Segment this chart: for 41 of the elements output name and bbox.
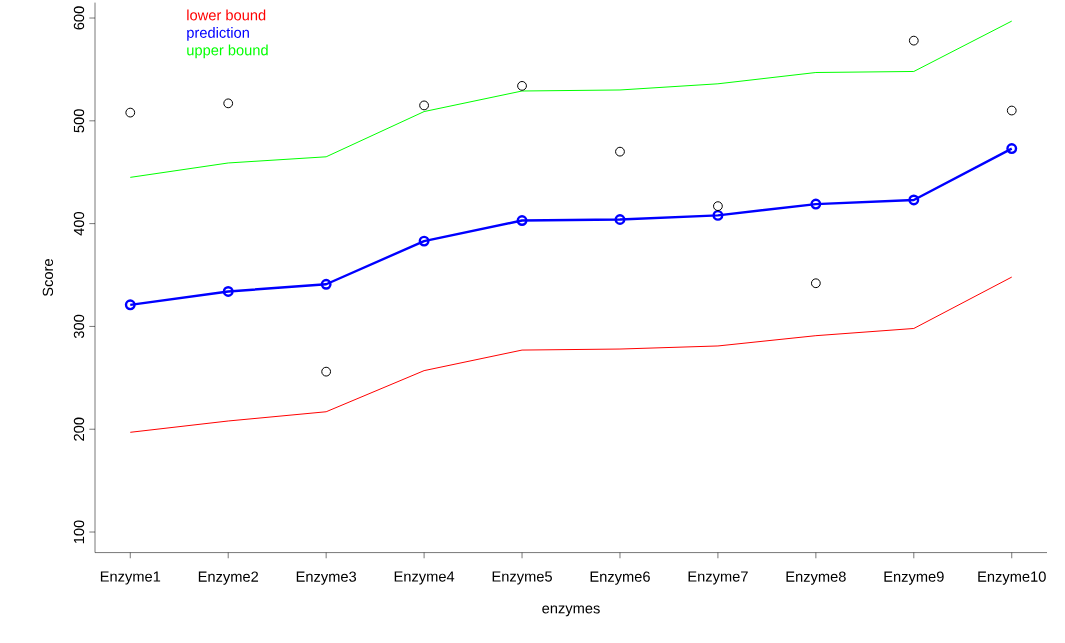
text: lower bound [187,9,266,21]
point [223,98,234,109]
point [222,286,234,297]
point [908,194,920,206]
x-tick-label: Enzyme9 [884,571,944,585]
line-series [129,20,1013,178]
point [516,215,528,226]
x-tick-label: Enzyme4 [394,571,455,585]
x-tick-label: Enzyme7 [688,571,748,585]
point [418,235,430,247]
text: prediction [187,27,249,41]
point [810,278,821,289]
y-axis-title: Score [42,259,54,297]
y-tick-label: 500 [73,109,85,133]
point [810,198,822,210]
y-tick-label: 100 [73,520,85,544]
point [1006,105,1017,116]
point [419,100,429,111]
text: upper bound [187,44,268,59]
point [712,209,724,221]
x-tick-label: Enzyme3 [296,571,357,585]
point [908,35,919,46]
point [320,278,332,290]
point [125,107,136,118]
point [517,80,527,91]
point [615,146,625,157]
line-series [129,276,1013,433]
x-tick-label: Enzyme8 [786,571,846,585]
y-tick-label: 200 [73,417,85,441]
point [614,214,626,225]
point [713,201,723,212]
y-tick-label: 400 [73,211,85,236]
y-tick-label: 600 [73,6,85,30]
y-tick-label: 300 [73,314,85,339]
x-tick-label: Enzyme2 [198,571,259,585]
point [321,366,332,377]
x-tick-label: Enzyme10 [978,571,1046,585]
x-axis-title: enzymes [542,605,600,617]
x-tick-label: Enzyme1 [100,571,161,585]
x-tick-label: Enzyme6 [590,571,650,585]
x-tick-label: Enzyme5 [492,571,552,585]
